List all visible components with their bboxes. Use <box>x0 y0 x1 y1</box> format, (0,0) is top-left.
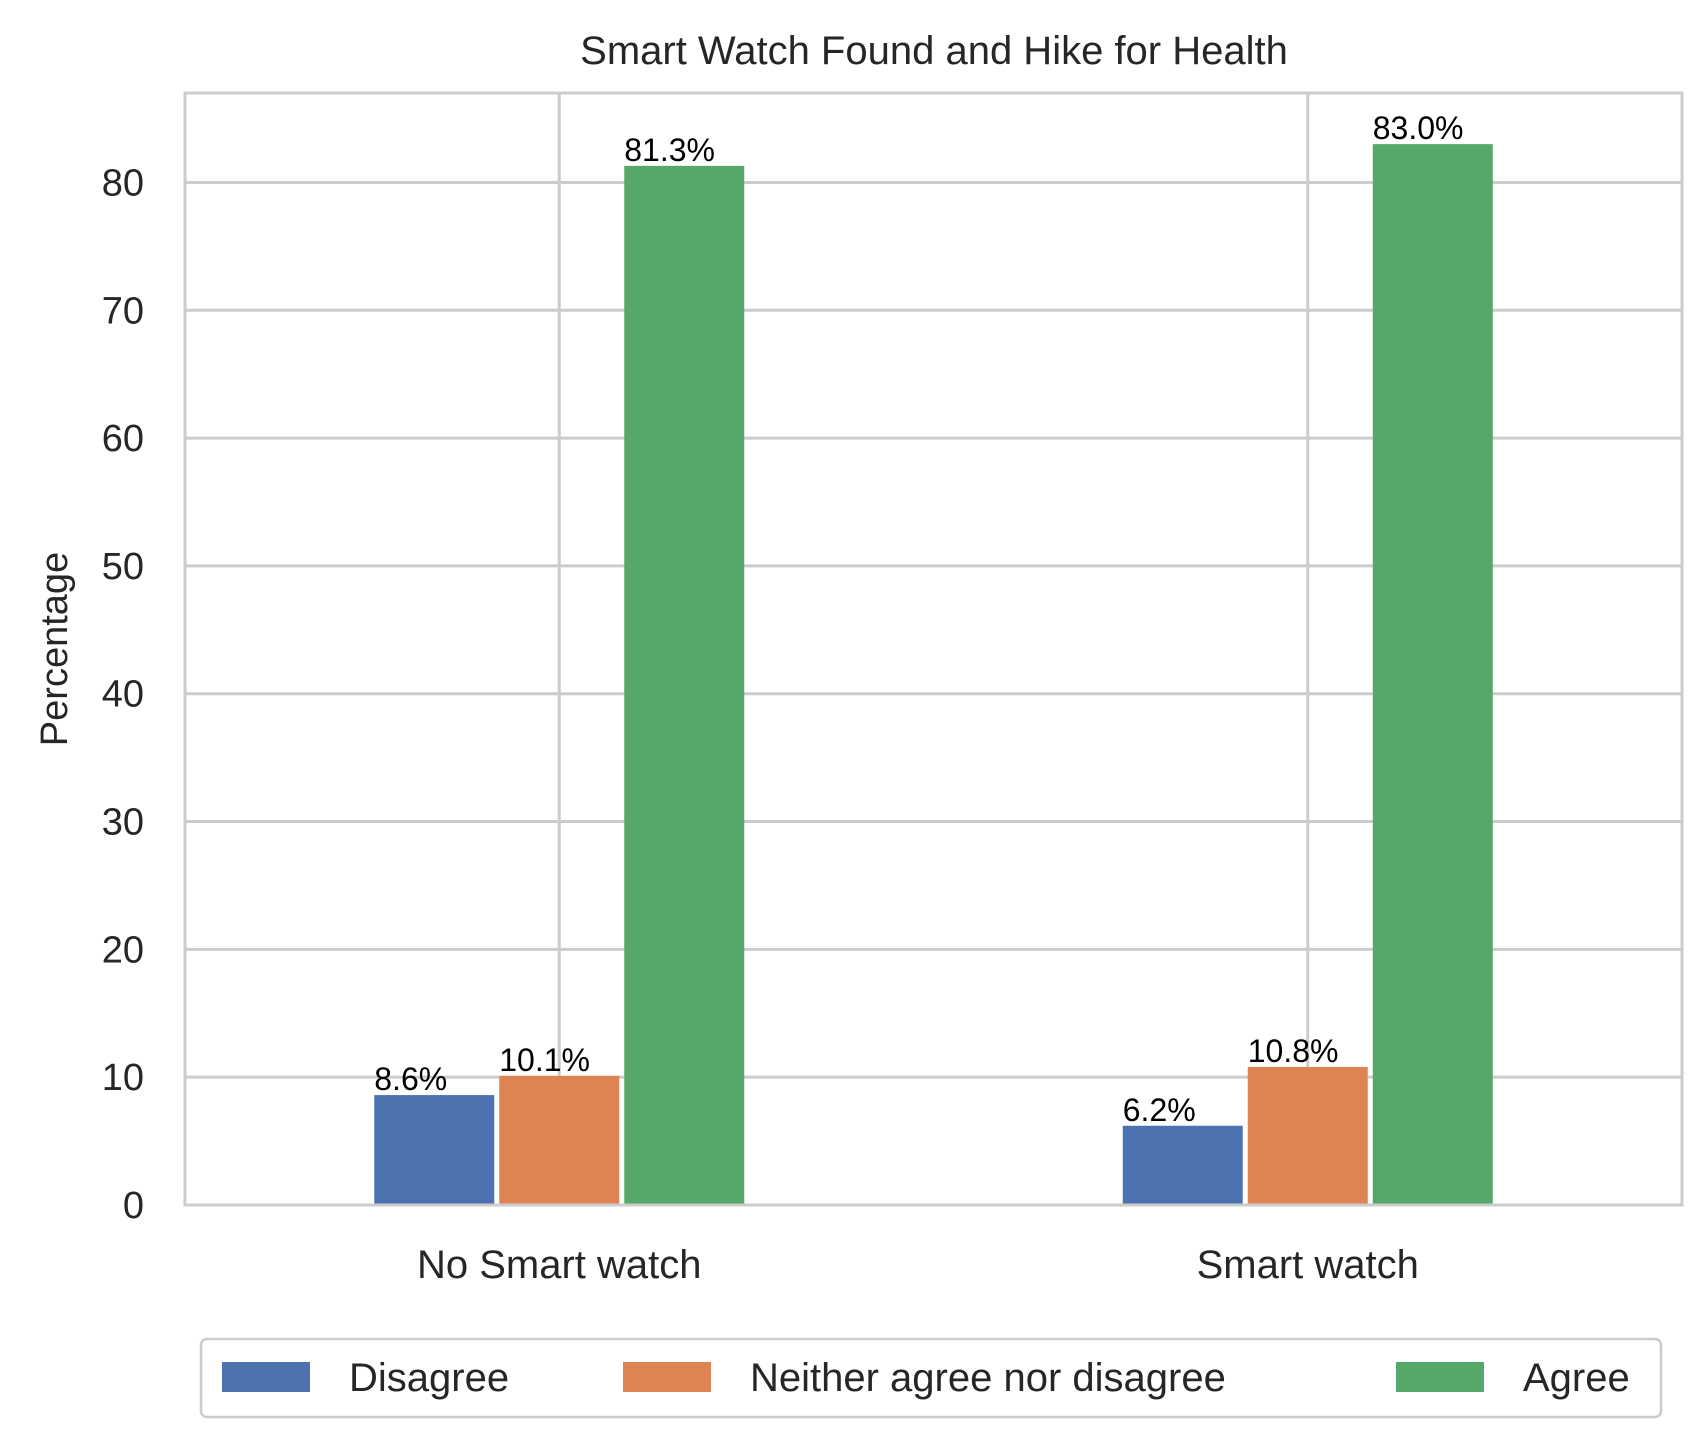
bar-value-label: 81.3% <box>624 132 715 168</box>
y-tick-label: 10 <box>102 1057 144 1099</box>
y-tick-label: 30 <box>102 802 144 844</box>
gridlines <box>185 93 1682 1205</box>
bar-value-label: 6.2% <box>1123 1092 1196 1128</box>
y-tick-label: 20 <box>102 929 144 971</box>
x-tick-label: No Smart watch <box>417 1243 702 1287</box>
y-tick-label: 60 <box>102 418 144 460</box>
legend-frame <box>199 1337 1663 1419</box>
legend-swatch <box>222 1362 310 1392</box>
y-tick-label: 50 <box>102 546 144 588</box>
legend-swatch <box>623 1362 711 1392</box>
chart-title: Smart Watch Found and Hike for Health <box>580 29 1288 73</box>
bar <box>374 1095 495 1205</box>
legend-label: Agree <box>1523 1356 1630 1400</box>
legend-label: Disagree <box>349 1356 509 1400</box>
y-tick-label: 0 <box>123 1185 144 1227</box>
legend-swatch <box>1396 1362 1484 1392</box>
y-tick-label: 40 <box>102 674 144 716</box>
bar-value-label: 10.1% <box>499 1042 590 1078</box>
legend-label: Neither agree nor disagree <box>750 1356 1226 1400</box>
y-axis-label: Percentage <box>34 552 76 746</box>
bar <box>1247 1066 1368 1205</box>
legend: Disagree Neither agree nor disagree Agree <box>199 1337 1663 1419</box>
bar-value-label: 10.8% <box>1248 1033 1339 1069</box>
plot-frame <box>183 91 1684 1207</box>
y-tick-label: 70 <box>102 290 144 332</box>
bar <box>1372 144 1493 1205</box>
x-tick-label: Smart watch <box>1197 1243 1419 1287</box>
bars <box>374 144 1493 1205</box>
bar-value-labels: 8.6% 6.2% 10.1% 10.8% 81.3% 83.0% <box>374 110 1463 1128</box>
y-tick-labels: 0 10 20 30 40 50 60 70 80 <box>102 162 144 1227</box>
bar-value-label: 8.6% <box>374 1061 447 1097</box>
bar <box>1122 1125 1243 1205</box>
y-tick-label: 80 <box>102 162 144 204</box>
bar <box>499 1075 620 1205</box>
bar-value-label: 83.0% <box>1373 110 1464 146</box>
bar <box>624 165 745 1205</box>
x-tick-labels: No Smart watch Smart watch <box>417 1243 1419 1287</box>
